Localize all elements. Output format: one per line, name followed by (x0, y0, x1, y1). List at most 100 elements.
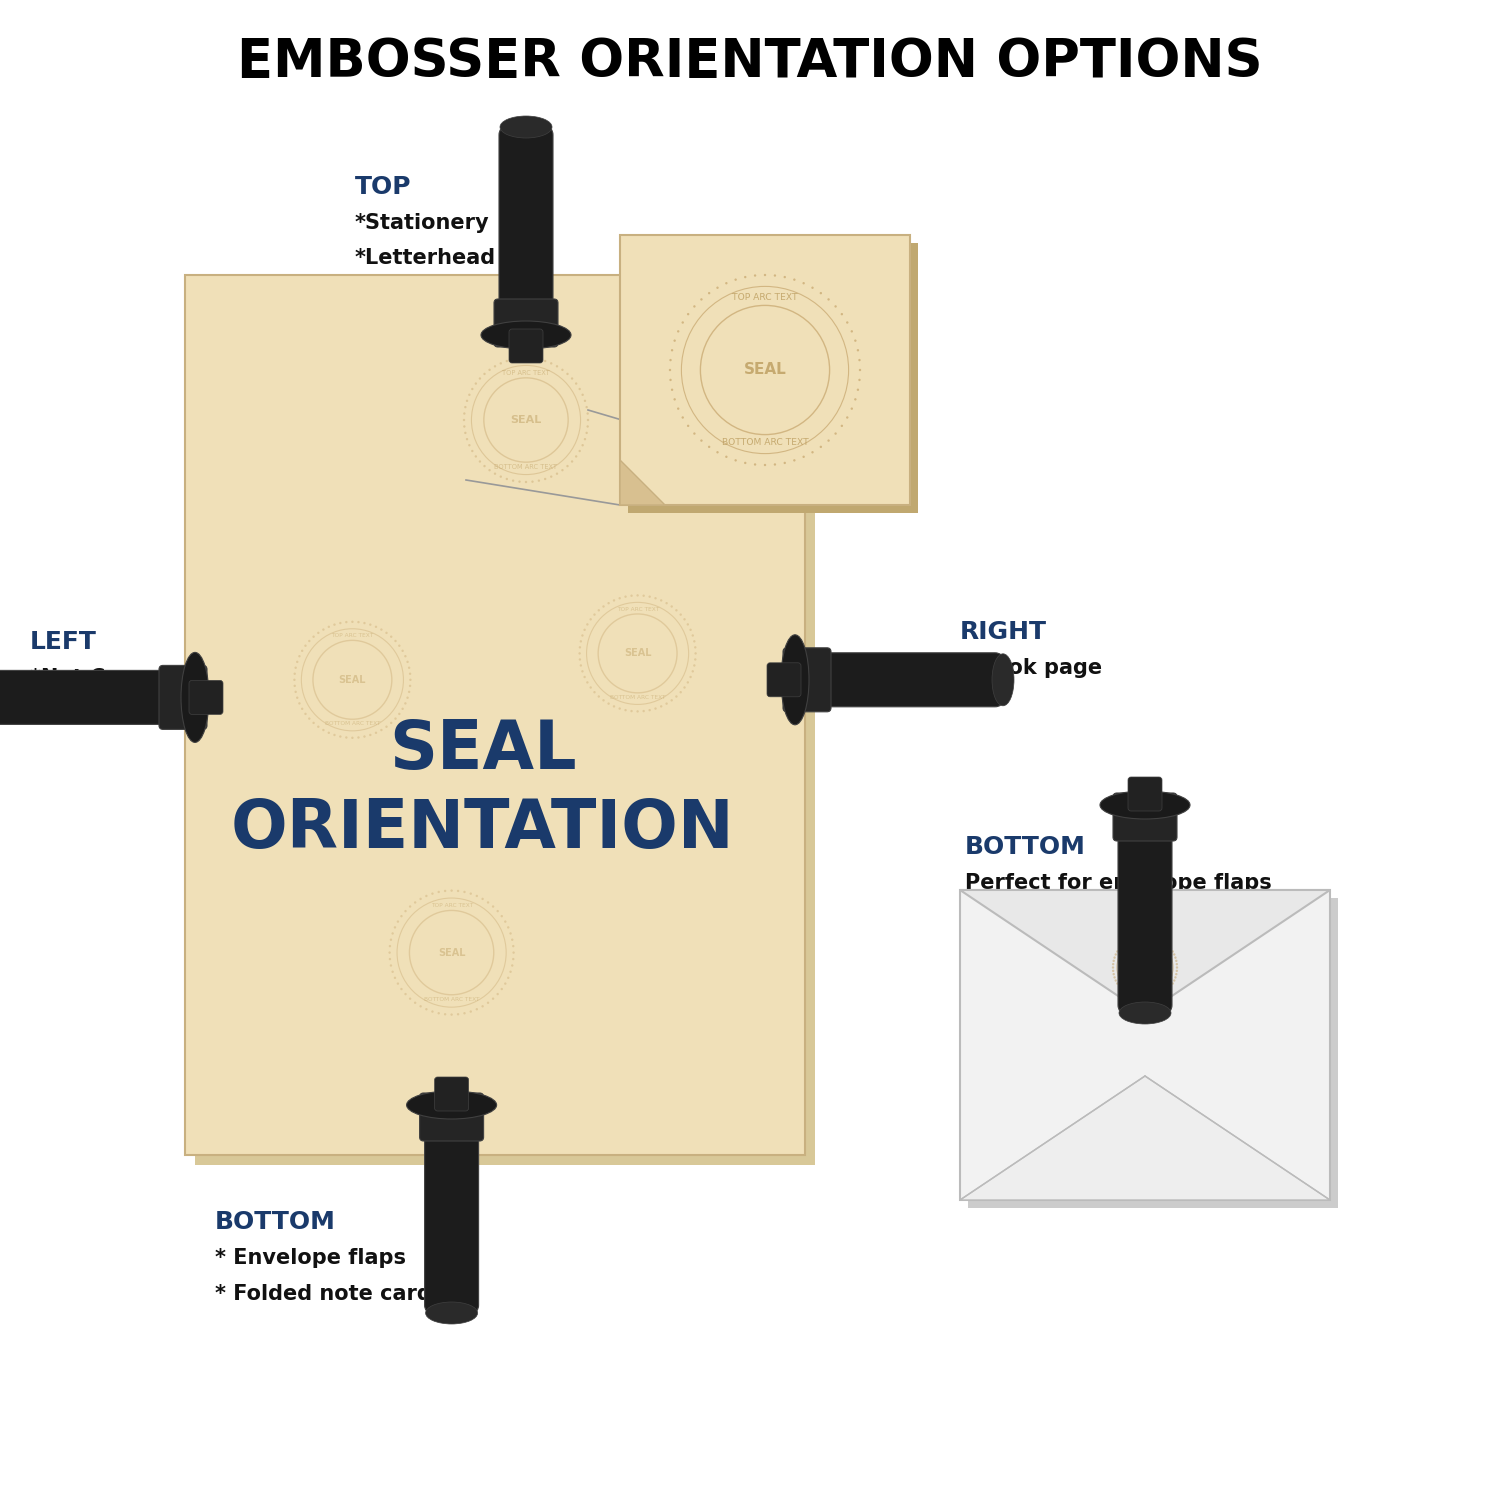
Circle shape (510, 970, 512, 974)
Circle shape (388, 945, 392, 948)
Circle shape (468, 393, 471, 396)
Circle shape (444, 1013, 447, 1016)
Circle shape (590, 618, 592, 621)
Circle shape (802, 456, 806, 458)
Circle shape (579, 652, 580, 654)
Circle shape (1120, 945, 1122, 948)
Circle shape (388, 951, 392, 954)
Polygon shape (620, 460, 664, 506)
Circle shape (1113, 974, 1114, 975)
Circle shape (322, 729, 324, 730)
Circle shape (669, 378, 672, 381)
Circle shape (693, 640, 696, 642)
Circle shape (580, 670, 584, 672)
Circle shape (603, 699, 604, 702)
Circle shape (1114, 980, 1118, 981)
Circle shape (1116, 951, 1119, 952)
Circle shape (500, 476, 502, 478)
Circle shape (292, 678, 296, 681)
Circle shape (478, 378, 482, 380)
Circle shape (630, 594, 633, 597)
Circle shape (482, 1005, 484, 1008)
Circle shape (404, 656, 406, 657)
Circle shape (438, 1013, 440, 1014)
Circle shape (544, 360, 546, 362)
Circle shape (856, 350, 859, 351)
Circle shape (700, 440, 702, 442)
Circle shape (1116, 982, 1119, 984)
Circle shape (1128, 939, 1130, 940)
Circle shape (574, 382, 578, 386)
Circle shape (708, 446, 711, 448)
Circle shape (464, 426, 465, 427)
Circle shape (519, 357, 520, 360)
Circle shape (744, 276, 747, 279)
Circle shape (363, 622, 366, 624)
Text: BOTTOM: BOTTOM (964, 836, 1086, 860)
Circle shape (846, 417, 849, 419)
Text: * Folded note cards: * Folded note cards (214, 1284, 444, 1304)
Circle shape (375, 732, 376, 734)
Text: TOP ARC TEXT: TOP ARC TEXT (332, 633, 374, 638)
Circle shape (579, 664, 582, 666)
Circle shape (414, 902, 417, 903)
Circle shape (512, 958, 515, 960)
Circle shape (351, 736, 354, 740)
Circle shape (464, 891, 465, 892)
Circle shape (464, 413, 465, 414)
Circle shape (579, 646, 580, 648)
Circle shape (579, 640, 582, 642)
Circle shape (386, 632, 387, 634)
Circle shape (1144, 999, 1146, 1000)
Circle shape (489, 369, 490, 370)
Circle shape (666, 602, 668, 604)
Circle shape (828, 298, 830, 300)
Circle shape (410, 672, 411, 675)
Circle shape (550, 362, 552, 364)
Circle shape (858, 378, 861, 381)
Circle shape (466, 438, 468, 441)
Circle shape (390, 964, 392, 966)
Circle shape (464, 406, 466, 408)
Circle shape (488, 902, 489, 903)
Circle shape (1174, 976, 1176, 978)
Circle shape (392, 970, 394, 974)
Circle shape (531, 357, 534, 360)
Circle shape (402, 650, 404, 652)
Circle shape (624, 710, 627, 711)
Circle shape (660, 705, 663, 708)
Circle shape (567, 372, 568, 375)
FancyBboxPatch shape (159, 666, 207, 729)
Circle shape (572, 378, 573, 380)
Circle shape (579, 658, 580, 660)
Circle shape (1172, 982, 1174, 984)
Text: TOP ARC TEXT: TOP ARC TEXT (503, 370, 550, 376)
Circle shape (450, 1014, 453, 1016)
Text: TOP ARC TEXT: TOP ARC TEXT (1131, 940, 1160, 945)
Circle shape (507, 976, 510, 980)
Text: SEAL: SEAL (1136, 964, 1155, 970)
Circle shape (470, 892, 472, 896)
Circle shape (674, 339, 676, 342)
Circle shape (302, 708, 303, 710)
Circle shape (375, 626, 376, 628)
Circle shape (392, 932, 394, 934)
Text: BOTTOM ARC TEXT: BOTTOM ARC TEXT (1125, 990, 1164, 994)
Circle shape (390, 722, 393, 724)
FancyBboxPatch shape (500, 128, 554, 318)
Circle shape (608, 602, 610, 604)
Circle shape (312, 722, 315, 724)
Circle shape (812, 286, 813, 290)
Circle shape (783, 276, 786, 279)
Circle shape (369, 624, 372, 626)
Circle shape (692, 634, 694, 636)
Circle shape (316, 726, 320, 728)
Circle shape (1162, 940, 1166, 944)
Circle shape (470, 1011, 472, 1013)
Circle shape (567, 465, 568, 468)
Circle shape (1114, 954, 1118, 956)
Circle shape (396, 921, 399, 922)
Text: RIGHT: RIGHT (960, 620, 1047, 644)
Bar (960, 890, 1330, 1200)
Circle shape (654, 597, 657, 600)
